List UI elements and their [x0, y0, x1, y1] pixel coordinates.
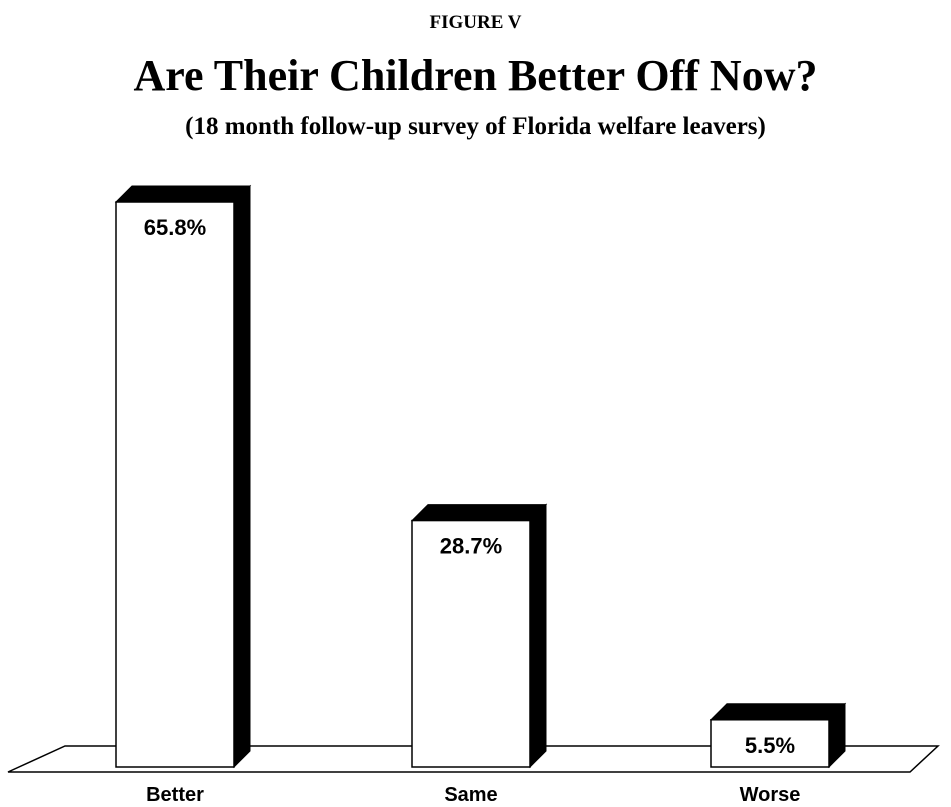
category-label-better: Better [146, 784, 204, 806]
chart-title: Are Their Children Better Off Now? [133, 51, 818, 100]
chart-floor [7, 745, 940, 773]
chart-subtitle: (18 month follow-up survey of Florida we… [185, 113, 766, 140]
value-label-worse: 5.5% [745, 733, 795, 758]
bar-top-same [410, 504, 548, 522]
bar-front-same [411, 519, 531, 768]
category-label-worse: Worse [740, 784, 801, 806]
bars-layer: 65.8% Better 28.7% Same 5.5% Worse [114, 184, 847, 806]
bar-front-worse [710, 719, 830, 768]
category-label-same: Same [444, 784, 497, 806]
bar-worse: 5.5% Worse [709, 702, 847, 806]
figure-label: FIGURE V [429, 12, 522, 33]
bar-same: 28.7% Same [410, 503, 548, 806]
bar-front-better [115, 201, 235, 768]
bar-better: 65.8% Better [114, 184, 252, 806]
bar-side-better [233, 184, 251, 769]
value-label-same: 28.7% [440, 534, 502, 559]
bar-side-same [529, 503, 547, 769]
value-label-better: 65.8% [144, 215, 206, 240]
bar-top-better [114, 185, 252, 203]
bar-top-worse [709, 703, 847, 721]
